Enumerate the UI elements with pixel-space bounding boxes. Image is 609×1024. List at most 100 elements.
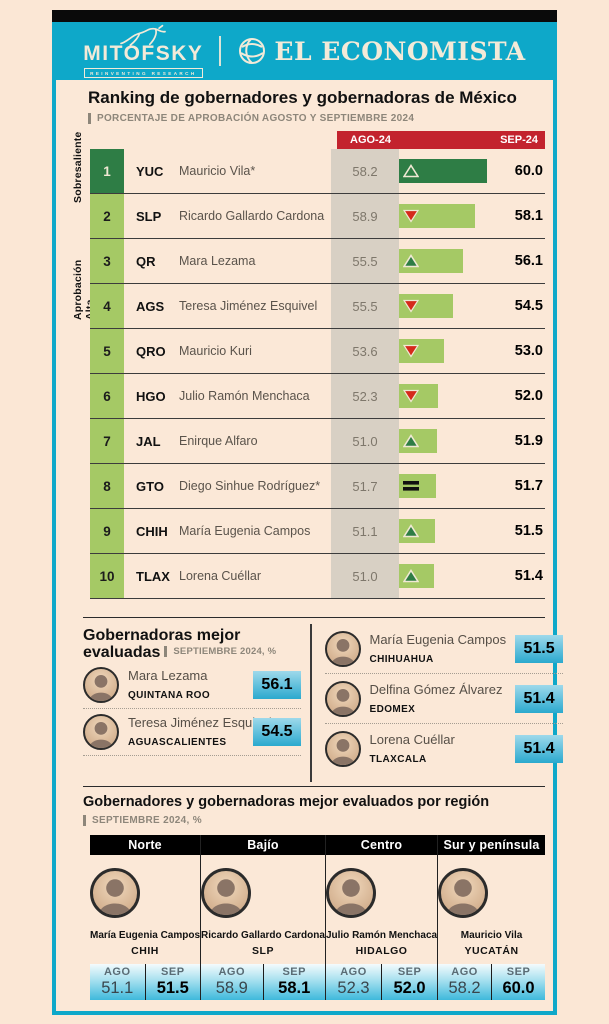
list-item: Teresa Jiménez Esquivel AGUASCALIENTES 54.… [83, 709, 301, 756]
table-row: 3 QR Mara Lezama 55.5 56.1 [90, 239, 545, 284]
trend-up-icon [403, 434, 419, 448]
ago-value: 55.5 [331, 239, 399, 283]
trend-up-icon [403, 254, 419, 268]
sep-value: 52.0 [393, 978, 426, 997]
ago-value: 58.9 [331, 194, 399, 238]
sep-bar-cell [399, 149, 493, 193]
subtitle-bar [164, 646, 168, 658]
ago-cell: AGO 58.9 [201, 964, 262, 1000]
region-card: Norte María Eugenia Campos CHIH AGO 51.1 SEP 5… [90, 835, 201, 1000]
governor-state: CHIH [131, 945, 159, 957]
governor-state: TLAXCALA [369, 754, 427, 765]
sep-value: 54.5 [514, 298, 543, 314]
state-abbr: SLP [136, 208, 162, 224]
approval-badge: 51.5 [515, 634, 564, 663]
avatar [325, 868, 376, 918]
subtitle-bar [83, 815, 86, 826]
list-item: Mara Lezama QUINTANA ROO 56.1 [83, 662, 301, 709]
rank-badge: 7 [90, 419, 124, 463]
sep-bar-cell [399, 374, 493, 418]
list-item: Lorena Cuéllar TLAXCALA 51.4 [324, 724, 564, 774]
rank-badge: 5 [90, 329, 124, 373]
state-abbr: TLAX [136, 568, 170, 584]
sep-bar [399, 519, 435, 543]
sep-bar [399, 159, 487, 183]
ago-value: 51.7 [331, 464, 399, 508]
logo-divider [219, 36, 222, 66]
column-header-ago: AGO-24 [350, 134, 391, 146]
state-abbr: CHIH [136, 523, 168, 539]
region-values: AGO 52.3 SEP 52.0 [325, 964, 438, 1000]
state-abbr: QRO [136, 343, 166, 359]
sep-label: SEP [506, 966, 531, 979]
approval-badge: 51.4 [515, 735, 564, 763]
card: MITOFSKY REINVENTING RESEARCH EL ECONOMI… [52, 10, 564, 1015]
list-item: Delfina Gómez Álvarez EDOMEX 51.4 [324, 674, 564, 724]
sep-value: 58.1 [278, 978, 311, 997]
ago-value: 51.0 [331, 554, 399, 598]
state-abbr: AGS [136, 298, 165, 314]
best-governors-section: Gobernadoras mejor evaluadas SEPTIEMBRE 2… [83, 617, 564, 786]
table-row: 2 SLP Ricardo Gallardo Cardona 58.9 58.1 [90, 194, 545, 239]
page-subtitle: PORCENTAJE DE APROBACIÓN AGOSTO Y SEPTIE… [88, 113, 518, 124]
avatar [90, 868, 140, 918]
avatar [83, 666, 119, 703]
region-card: Centro Julio Ramón Menchaca HIDALGO AGO 52.3… [324, 835, 438, 1000]
mitofsky-logo: MITOFSKY REINVENTING RESEARCH [83, 24, 203, 78]
region-name-header: Centro [325, 835, 438, 855]
ago-cell: AGO 58.2 [438, 964, 491, 1000]
trend-up-icon [403, 524, 419, 538]
region-values: AGO 51.1 SEP 51.5 [90, 964, 201, 1000]
mitofsky-horse-icon [120, 24, 167, 46]
table-row: 1 YUC Mauricio Vila* 58.2 60.0 [90, 149, 545, 194]
regions-subtitle: SEPTIEMBRE 2024, % [83, 815, 545, 826]
mitofsky-wordmark: MITOFSKY [83, 42, 204, 65]
mitofsky-tagline: REINVENTING RESEARCH [84, 68, 203, 78]
sep-value: 51.5 [514, 523, 543, 539]
card-top-strip [52, 10, 557, 22]
table-row: 8 GTO Diego Sinhue Rodríguez* 51.7 51.7 [90, 464, 545, 509]
best-governors-left-list: Mara Lezama QUINTANA ROO 56.1 Teresa Jiméne… [83, 662, 301, 756]
region-card: Sur y península Mauricio Vila YUCATÁN AGO 58… [437, 835, 545, 1000]
rank-badge: 2 [90, 194, 124, 238]
ago-value: 52.3 [331, 374, 399, 418]
sep-value: 53.0 [514, 343, 543, 359]
ago-value: 51.1 [101, 978, 134, 997]
governor-state: QUINTANA ROO [128, 689, 211, 701]
subtitle-bar [88, 113, 91, 124]
approval-badge: 56.1 [253, 670, 301, 699]
governor-name: Mara Lezama [179, 254, 256, 268]
sep-value: 56.1 [514, 253, 543, 269]
ranking-rows: 1 YUC Mauricio Vila* 58.2 60.0 2 SLP Ricardo Ga… [90, 149, 545, 599]
governor-name: Julio Ramón Menchaca [325, 930, 438, 941]
sep-bar [399, 384, 438, 408]
regions-title: Gobernadores y gobernadoras mejor evalua… [83, 794, 490, 810]
page-title: Ranking de gobernadores y gobernadoras d… [88, 88, 517, 107]
sep-bar-cell [399, 284, 493, 328]
table-row: 9 CHIH María Eugenia Campos 51.1 51.5 [90, 509, 545, 554]
rank-badge: 3 [90, 239, 124, 283]
sep-value: 51.9 [514, 433, 543, 449]
sep-value: 51.7 [514, 478, 543, 494]
table-row: 5 QRO Mauricio Kuri 53.6 53.0 [90, 329, 545, 374]
governor-name: Ricardo Gallardo Cardona [179, 209, 325, 223]
column-header-sep: SEP-24 [500, 134, 538, 146]
sep-bar [399, 204, 475, 228]
best-governors-title: Gobernadoras mejor evaluadas SEPTIEMBRE 2… [83, 627, 277, 662]
governor-name: Delfina Gómez Álvarez [369, 681, 503, 697]
region-name-header: Bajío [201, 835, 325, 855]
sep-bar [399, 564, 434, 588]
best-governors-left-column: Gobernadoras mejor evaluadas SEPTIEMBRE 2… [83, 618, 301, 786]
ago-value: 53.6 [331, 329, 399, 373]
brand-header: MITOFSKY REINVENTING RESEARCH EL ECONOMI… [52, 22, 557, 80]
table-row: 6 HGO Julio Ramón Menchaca 52.3 52.0 [90, 374, 545, 419]
governor-text: Delfina Gómez Álvarez EDOMEX [370, 681, 507, 717]
ago-label: AGO [103, 966, 131, 979]
ago-value: 51.1 [331, 509, 399, 553]
trend-down-icon [403, 344, 419, 358]
column-header-bar: AGO-24 SEP-24 [337, 131, 545, 149]
governor-name: Teresa Jiménez Esquivel [128, 714, 272, 730]
ago-value: 58.2 [448, 978, 481, 997]
sep-bar-cell [399, 329, 493, 373]
ago-value: 58.2 [331, 149, 399, 193]
